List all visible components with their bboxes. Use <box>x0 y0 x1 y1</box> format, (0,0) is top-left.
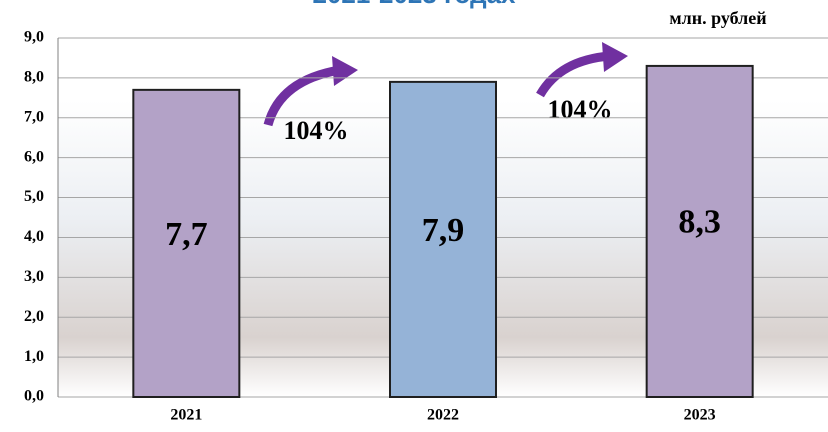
y-tick-label: 4,0 <box>24 228 44 245</box>
y-tick-label: 2,0 <box>24 308 44 325</box>
page: {"chart_data": {"type": "bar", "title": … <box>0 0 828 427</box>
growth-label: 104% <box>284 116 349 145</box>
arrow-head <box>332 56 358 86</box>
value-label: 7,9 <box>422 212 465 249</box>
growth-label: 104% <box>548 95 613 124</box>
chart: 2021-2023 годах млн. рублей 104% 104% 0,… <box>0 0 828 427</box>
y-tick-label: 0,0 <box>24 388 44 405</box>
growth-arrow <box>540 56 610 95</box>
y-tick-label: 3,0 <box>24 268 44 285</box>
x-tick-label: 2022 <box>427 407 459 424</box>
y-tick-label: 1,0 <box>24 348 44 365</box>
y-tick-label: 7,0 <box>24 108 44 125</box>
value-label: 8,3 <box>678 204 721 241</box>
unit-label: млн. рублей <box>669 8 766 28</box>
y-tick-label: 8,0 <box>24 69 44 86</box>
x-tick-label: 2021 <box>170 407 202 424</box>
value-label: 7,7 <box>165 216 208 253</box>
chart-title: 2021-2023 годах <box>312 0 516 9</box>
y-tick-label: 5,0 <box>24 188 44 205</box>
arrow-head <box>602 42 628 72</box>
y-tick-label: 9,0 <box>24 29 44 46</box>
y-tick-label: 6,0 <box>24 148 44 165</box>
x-tick-label: 2023 <box>684 407 716 424</box>
